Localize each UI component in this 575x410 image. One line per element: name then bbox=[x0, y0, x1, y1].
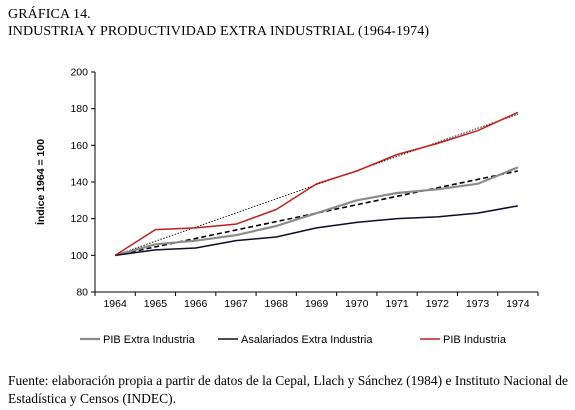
figure-title: INDUSTRIA Y PRODUCTIVIDAD EXTRA INDUSTRI… bbox=[8, 24, 430, 39]
legend-label-2: PIB Industria bbox=[443, 334, 507, 346]
x-tick-label: 1972 bbox=[426, 298, 450, 310]
y-tick-label: 140 bbox=[70, 177, 88, 189]
y-axis-label: Índice 1964 = 100 bbox=[34, 139, 47, 225]
x-tick-label: 1970 bbox=[345, 298, 369, 310]
chart-lines bbox=[114, 111, 519, 257]
y-tick-label: 180 bbox=[70, 103, 88, 115]
legend-label-1: Asalariados Extra Industria bbox=[241, 334, 373, 346]
x-tick-label: 1974 bbox=[506, 298, 530, 310]
y-tick-label: 160 bbox=[70, 140, 88, 152]
x-tick-label: 1971 bbox=[385, 298, 409, 310]
x-tick-label: 1973 bbox=[466, 298, 490, 310]
x-tick-label: 1966 bbox=[184, 298, 208, 310]
line-chart: 80 100 120 140 160 180 200 1964 1965 1966 1967 1968… bbox=[34, 67, 539, 346]
x-tick-label: 1964 bbox=[103, 298, 127, 310]
x-tick-label: 1969 bbox=[305, 298, 329, 310]
series-line-2 bbox=[114, 111, 519, 256]
x-tick-label: 1968 bbox=[265, 298, 289, 310]
source-note: Fuente: elaboración propia a partir de d… bbox=[8, 373, 569, 406]
y-tick-label: 120 bbox=[70, 213, 88, 225]
trend-line-2 bbox=[114, 113, 519, 256]
x-tick-label: 1965 bbox=[144, 298, 168, 310]
chart-axes: 80 100 120 140 160 180 200 1964 1965 1966 1967 1968… bbox=[34, 67, 539, 310]
x-tick-label: 1967 bbox=[224, 298, 248, 310]
legend-label-0: PIB Extra Industria bbox=[103, 334, 196, 346]
figure-label: GRÁFICA 14. bbox=[8, 7, 91, 22]
y-tick-label: 200 bbox=[70, 67, 88, 79]
chart-legend: PIB Extra Industria Asalariados Extra Ind… bbox=[80, 334, 507, 346]
series-line-0 bbox=[114, 166, 519, 257]
y-tick-label: 100 bbox=[70, 250, 88, 262]
y-tick-label: 80 bbox=[76, 287, 88, 299]
series-line-1 bbox=[115, 205, 518, 257]
